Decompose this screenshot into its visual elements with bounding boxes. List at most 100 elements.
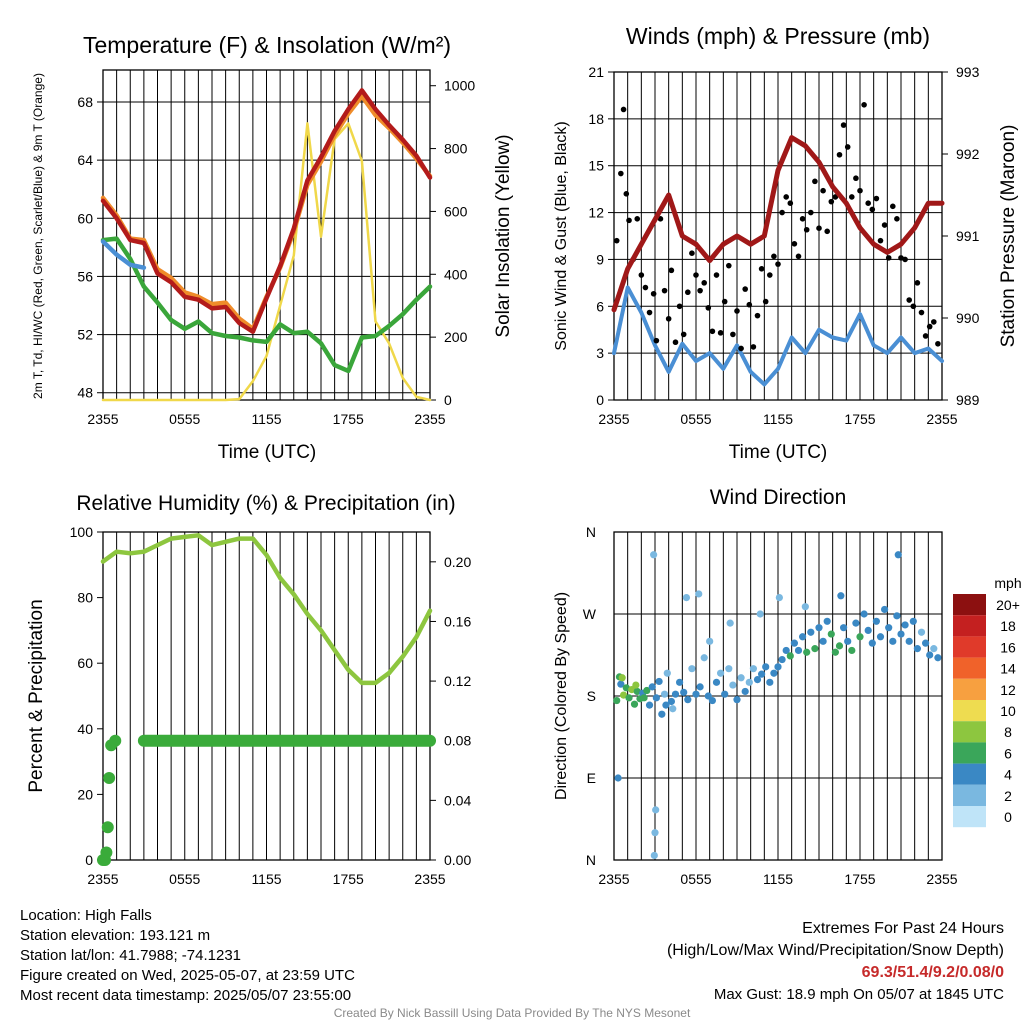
temp-series-line [101, 122, 432, 402]
rh-ytick-label: 20 [77, 786, 93, 802]
direction-point [737, 674, 745, 682]
temp-y2tick-label: 1000 [444, 78, 475, 94]
direction-point [775, 594, 783, 602]
rh-y2tick-label: 0.00 [444, 852, 471, 868]
temp-xtick-label: 2355 [414, 411, 445, 427]
gust-point [914, 280, 921, 286]
colorbar-swatch [953, 594, 986, 616]
pressure-line [611, 135, 945, 313]
direction-point [696, 683, 704, 691]
temp-xlabel: Time (UTC) [218, 442, 317, 463]
gust-point [836, 151, 843, 158]
direction-point [645, 701, 654, 709]
gust-point [754, 312, 761, 319]
direction-point [827, 630, 835, 638]
dir-xtick-label: 1755 [844, 871, 875, 887]
direction-point [790, 639, 799, 647]
colorbar-swatch [953, 636, 986, 658]
rh-xtick-label: 2355 [414, 871, 445, 887]
direction-point [913, 645, 922, 653]
gust-point [618, 170, 624, 177]
temp-series-line [100, 236, 433, 374]
temp-y2tick-label: 200 [444, 329, 468, 345]
direction-point [663, 669, 671, 677]
gust-point [857, 187, 863, 194]
direction-point [909, 617, 917, 625]
precip-point [109, 734, 122, 747]
direction-point [617, 680, 625, 688]
gust-point [713, 272, 720, 278]
gust-point [849, 194, 855, 200]
gust-point [926, 323, 933, 330]
direction-point [815, 624, 823, 632]
gust-point [746, 301, 753, 308]
rh-ytick-label: 100 [70, 524, 94, 540]
colorbar-swatch [953, 806, 986, 828]
direction-point [881, 605, 889, 614]
rh-y2tick-label: 0.20 [444, 554, 471, 570]
gust-point [808, 209, 814, 216]
wind-title: Winds (mph) & Pressure (mb) [626, 23, 930, 49]
direction-point [926, 651, 934, 659]
wind-ytick-label: 15 [588, 158, 604, 174]
direction-point [753, 676, 762, 684]
direction-point [930, 645, 938, 653]
gust-point [816, 225, 822, 231]
colorbar-swatch [953, 721, 986, 743]
gust-point [918, 309, 925, 316]
gust-point [885, 255, 892, 261]
gust-point [661, 287, 668, 294]
gust-point [873, 195, 880, 202]
direction-point [643, 686, 651, 695]
direction-point [688, 665, 696, 673]
direction-point [671, 690, 680, 698]
temp-frame [102, 69, 431, 401]
colorbar-label: 6 [1004, 745, 1012, 761]
temp-series-line [100, 88, 433, 334]
gust-point [672, 339, 679, 346]
gust-point [750, 344, 757, 350]
gust-point [642, 284, 649, 291]
gust-point [721, 298, 728, 305]
direction-point [648, 683, 656, 691]
wind-xlabel: Time (UTC) [729, 442, 828, 463]
gust-point [767, 272, 773, 278]
direction-point [633, 687, 641, 696]
gust-point [861, 102, 867, 108]
gust-point [638, 272, 645, 278]
wind-y2tick-label: 991 [956, 228, 980, 244]
rh-ytick-label: 0 [85, 852, 93, 868]
colorbar-label: 18 [1000, 618, 1016, 634]
wind-ytick-label: 0 [596, 392, 604, 408]
wind-ytick-label: 12 [588, 205, 604, 221]
colorbar-swatch [953, 700, 986, 722]
direction-point [889, 637, 897, 645]
direction-point [922, 639, 930, 647]
direction-point [885, 624, 893, 632]
gust-point [693, 272, 699, 278]
station-location: Location: High Falls [20, 907, 152, 924]
wind-direction-panel: Wind Direction Direction (Colored By Spe… [553, 486, 1022, 887]
extremes-title: Extremes For Past 24 Hours [802, 920, 1004, 937]
rh-frame [102, 531, 431, 861]
gust-point [626, 217, 632, 224]
gust-point [676, 303, 683, 310]
direction-point [917, 628, 926, 636]
direction-point [801, 603, 809, 611]
colorbar-label: 8 [1004, 724, 1012, 740]
direction-point [651, 829, 659, 837]
gust-point [620, 106, 627, 113]
rh-y2tick-label: 0.04 [444, 792, 471, 808]
gust-point [689, 250, 695, 256]
gust-point [820, 187, 826, 194]
colorbar-label: 2 [1004, 788, 1012, 804]
gust-point [853, 175, 859, 182]
temp-xtick-label: 2355 [87, 411, 118, 427]
wind-ytick-label: 6 [596, 298, 604, 314]
colorbar-label: 0 [1004, 809, 1012, 825]
direction-point [835, 642, 844, 650]
rh-ytick-label: 80 [77, 590, 93, 606]
rh-ylabel: Percent & Precipitation [26, 599, 47, 792]
gust-point [705, 305, 712, 311]
